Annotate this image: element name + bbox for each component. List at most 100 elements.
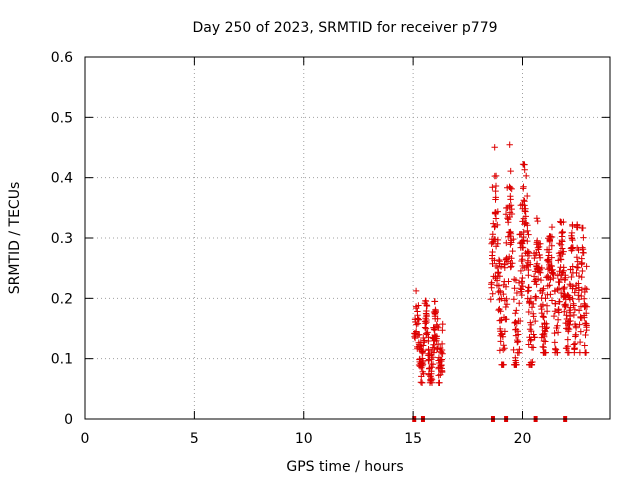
data-point <box>547 276 554 283</box>
data-point <box>522 219 529 226</box>
data-point <box>524 237 531 245</box>
data-point <box>416 356 423 363</box>
data-point <box>427 373 434 380</box>
data-point <box>544 272 551 280</box>
data-point <box>560 292 567 300</box>
data-point <box>512 326 520 333</box>
data-point <box>527 361 534 368</box>
data-point <box>513 289 521 297</box>
data-point <box>561 284 568 291</box>
data-point <box>434 323 441 330</box>
data-point <box>578 273 585 281</box>
data-point <box>531 254 538 262</box>
data-point <box>537 240 544 247</box>
data-point <box>412 329 420 337</box>
data-point <box>507 167 514 175</box>
data-point <box>550 271 557 278</box>
data-point <box>527 261 534 268</box>
data-point <box>542 349 549 356</box>
data-point <box>559 269 566 277</box>
data-point <box>573 254 581 261</box>
data-point <box>556 298 563 305</box>
data-point <box>557 264 564 271</box>
data-point <box>554 329 562 336</box>
data-point <box>551 339 558 346</box>
data-point <box>575 280 582 287</box>
data-point <box>544 257 551 264</box>
data-point <box>435 324 442 331</box>
x-tick-label: 5 <box>190 431 199 447</box>
data-point <box>562 319 569 327</box>
data-point <box>436 379 443 386</box>
data-point <box>416 363 424 370</box>
data-point <box>423 302 431 310</box>
data-point <box>521 198 528 205</box>
data-point <box>582 303 589 310</box>
y-tick-label: 0.3 <box>51 231 73 247</box>
data-point <box>571 340 579 347</box>
data-point <box>501 328 509 335</box>
data-point <box>494 240 501 247</box>
data-point <box>492 262 500 270</box>
x-axis-label: GPS time / hours <box>286 459 403 475</box>
data-point <box>527 336 535 343</box>
data-point <box>418 348 425 355</box>
data-point <box>563 345 570 352</box>
data-point <box>507 241 514 248</box>
data-point <box>556 279 563 286</box>
data-point <box>496 347 504 354</box>
data-point <box>580 234 587 241</box>
data-point <box>517 244 524 251</box>
data-point <box>510 296 518 303</box>
data-point <box>491 223 499 230</box>
data-point <box>579 267 586 275</box>
data-point <box>564 336 571 343</box>
data-point <box>572 331 580 339</box>
data-point <box>511 319 518 327</box>
axis-ticks: 0 0.1 0.2 0.3 0.4 0.5 0.6 0 5 10 15 20 <box>51 50 610 447</box>
x-tick-label: 0 <box>81 431 90 447</box>
data-point <box>581 342 588 349</box>
data-point <box>501 261 508 268</box>
data-point <box>575 292 582 299</box>
data-point <box>412 287 420 295</box>
data-point <box>438 357 445 365</box>
data-point <box>580 249 587 257</box>
data-point <box>564 291 571 299</box>
data-point <box>524 248 531 255</box>
data-point <box>528 327 535 335</box>
data-point <box>430 341 437 348</box>
data-point <box>417 342 424 350</box>
data-point <box>518 278 525 285</box>
data-point <box>530 300 537 308</box>
data-point <box>578 314 585 322</box>
data-point <box>525 341 532 348</box>
data-point <box>557 249 564 256</box>
data-point <box>533 249 540 256</box>
data-point <box>565 318 572 325</box>
data-point <box>501 278 508 285</box>
data-point <box>534 244 542 251</box>
data-point <box>539 313 547 320</box>
data-point <box>530 313 537 320</box>
data-point <box>571 306 579 313</box>
data-point <box>428 360 435 368</box>
data-point <box>548 254 555 261</box>
data-point <box>583 286 590 293</box>
data-points <box>411 141 591 386</box>
data-point <box>555 307 562 314</box>
data-point <box>581 285 589 292</box>
data-point <box>512 318 519 326</box>
data-point <box>417 379 425 386</box>
data-point <box>437 371 444 378</box>
data-point <box>496 305 503 313</box>
x-tick-label: 10 <box>295 431 313 447</box>
data-point <box>496 258 503 265</box>
data-point <box>568 245 576 252</box>
data-point <box>438 349 445 356</box>
y-tick-label: 0.5 <box>51 110 73 126</box>
data-point <box>430 349 438 356</box>
data-point <box>432 307 439 315</box>
data-point <box>530 344 537 351</box>
